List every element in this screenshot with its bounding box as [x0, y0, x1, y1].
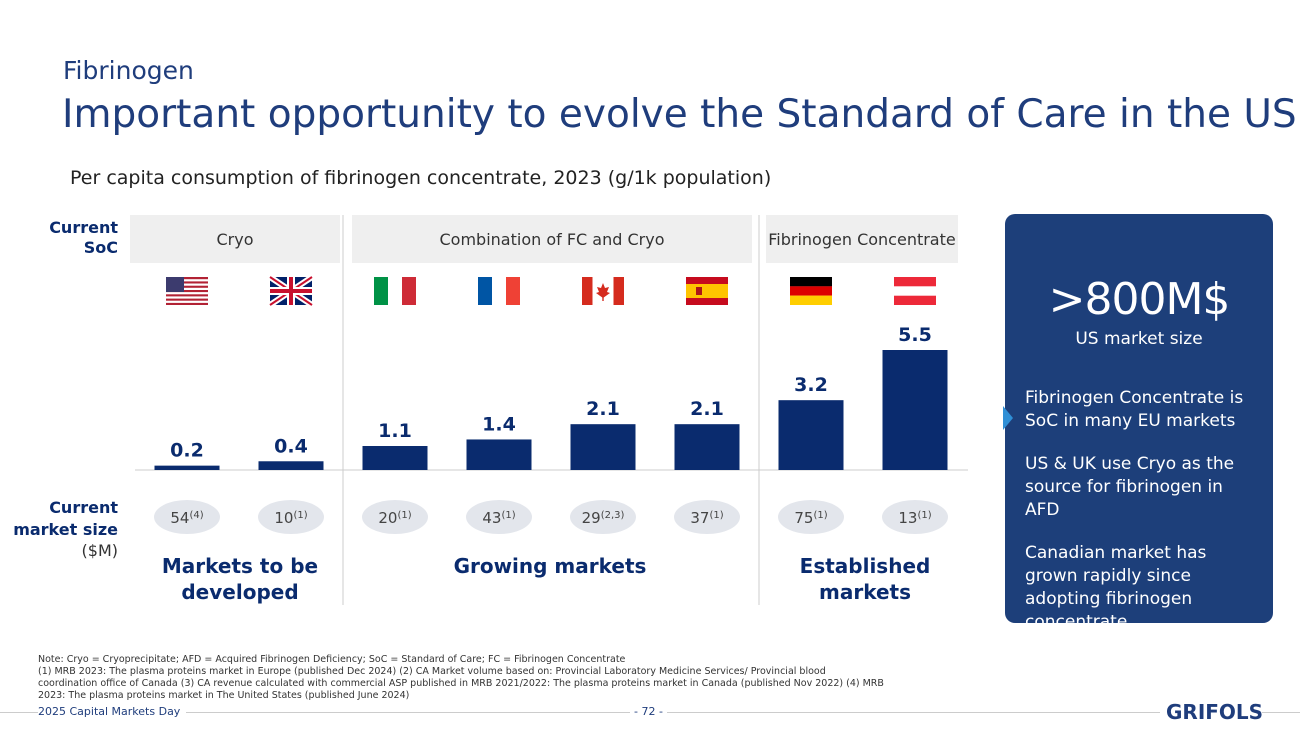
flag-de [790, 277, 832, 305]
market-size-note: (2,3) [601, 510, 625, 521]
market-size-pill [882, 500, 948, 534]
panel-headline: >800M$ [1048, 274, 1231, 325]
info-panel: >800M$ US market size Fibrinogen Concent… [1005, 214, 1273, 632]
market-size: 75(1) [794, 509, 827, 527]
flag-fr [478, 277, 520, 305]
flag-at [894, 277, 936, 305]
bar [154, 465, 220, 470]
market-size: 13(1) [898, 509, 931, 527]
market-size-value: 13 [898, 509, 917, 527]
bar [258, 461, 324, 470]
market-size-value: 37 [690, 509, 709, 527]
footer-brand: GRIFOLS [1166, 700, 1264, 724]
market-size-value: 10 [274, 509, 293, 527]
flag-it [374, 277, 416, 305]
footer-rule [1262, 712, 1300, 713]
value-label: 5.5 [898, 324, 932, 346]
bar [674, 424, 740, 470]
title: Important opportunity to evolve the Stan… [62, 92, 1297, 137]
market-size: 43(1) [482, 509, 515, 527]
market-size: 20(1) [378, 509, 411, 527]
value-label: 2.1 [586, 398, 620, 420]
bar [882, 350, 948, 470]
market-size-value: 29 [582, 509, 601, 527]
bar [362, 446, 428, 470]
soc-group: Cryo [130, 215, 340, 263]
market-size-value: 20 [378, 509, 397, 527]
note: (1) MRB 2023: The plasma proteins market… [38, 666, 884, 701]
value-label: 3.2 [794, 374, 828, 396]
market-size: 37(1) [690, 509, 723, 527]
section: Fibrinogen [63, 56, 194, 85]
market-size-note: (4) [189, 510, 203, 521]
market-group: Growing markets [453, 554, 647, 578]
market-size-pill [674, 500, 740, 534]
panel-point: Fibrinogen Concentrate is SoC in many EU… [1025, 388, 1244, 431]
chart-title: Per capita consumption of fibrinogen con… [70, 167, 772, 189]
market-size-note: (1) [709, 510, 723, 521]
market-size-note: (1) [917, 510, 931, 521]
market-size-pill [362, 500, 428, 534]
panel-point: Canadian market has grown rapidly since … [1025, 543, 1207, 632]
footer-event: 2025 Capital Markets Day [38, 705, 187, 718]
market-size-pill [778, 500, 844, 534]
value-label: 0.4 [274, 435, 308, 457]
panel-point: US & UK use Cryo as the source for fibri… [1025, 454, 1235, 520]
market-size: 54(4) [170, 509, 203, 527]
market-size-unit: ($M) [81, 541, 118, 560]
value-label: 2.1 [690, 398, 724, 420]
soc-label: Current SoC [49, 218, 118, 257]
market-group: Markets to be developed [161, 554, 319, 604]
market-size-value: 75 [794, 509, 813, 527]
value-label: 1.4 [482, 413, 516, 435]
bar [466, 439, 532, 470]
chart: 0.2 0.41.1 1.42.1 2.13.25.554(4) 10(1) 20(1) 4… [135, 215, 968, 605]
footer-rule [0, 712, 1160, 713]
value-label: 0.2 [170, 440, 204, 462]
flag-ca [582, 277, 624, 305]
market-size-pill [570, 500, 636, 534]
market-size: 29(2,3) [582, 509, 625, 527]
footer-page: - 72 - [630, 705, 667, 718]
market-size-pill [154, 500, 220, 534]
flag-us [166, 277, 208, 305]
value-label: 1.1 [378, 420, 412, 442]
note: Note: Cryo = Cryoprecipitate; AFD = Acqu… [38, 654, 626, 665]
market-size-pill [258, 500, 324, 534]
notes: Note: Cryo = Cryoprecipitate; AFD = Acqu… [38, 654, 888, 702]
market-size-value: 43 [482, 509, 501, 527]
market-group: Established markets [799, 554, 931, 604]
market-size-pill [466, 500, 532, 534]
soc-group: Fibrinogen Concentrate [766, 215, 958, 263]
panel-subheadline: US market size [1075, 329, 1203, 349]
panel-pointer [1003, 406, 1013, 430]
market-size: 10(1) [274, 509, 307, 527]
market-size-label: Current market size [13, 498, 118, 539]
flag-es [686, 277, 728, 305]
bar [570, 424, 636, 470]
market-size-value: 54 [170, 509, 189, 527]
market-size-note: (1) [501, 510, 515, 521]
panel-points: Fibrinogen Concentrate is SoC in many EU… [1025, 387, 1261, 634]
market-size-note: (1) [813, 510, 827, 521]
soc-group: Combination of FC and Cryo [352, 215, 752, 263]
market-size-note: (1) [293, 510, 307, 521]
market-size-note: (1) [397, 510, 411, 521]
bar [778, 400, 844, 470]
flag-uk [268, 274, 314, 308]
